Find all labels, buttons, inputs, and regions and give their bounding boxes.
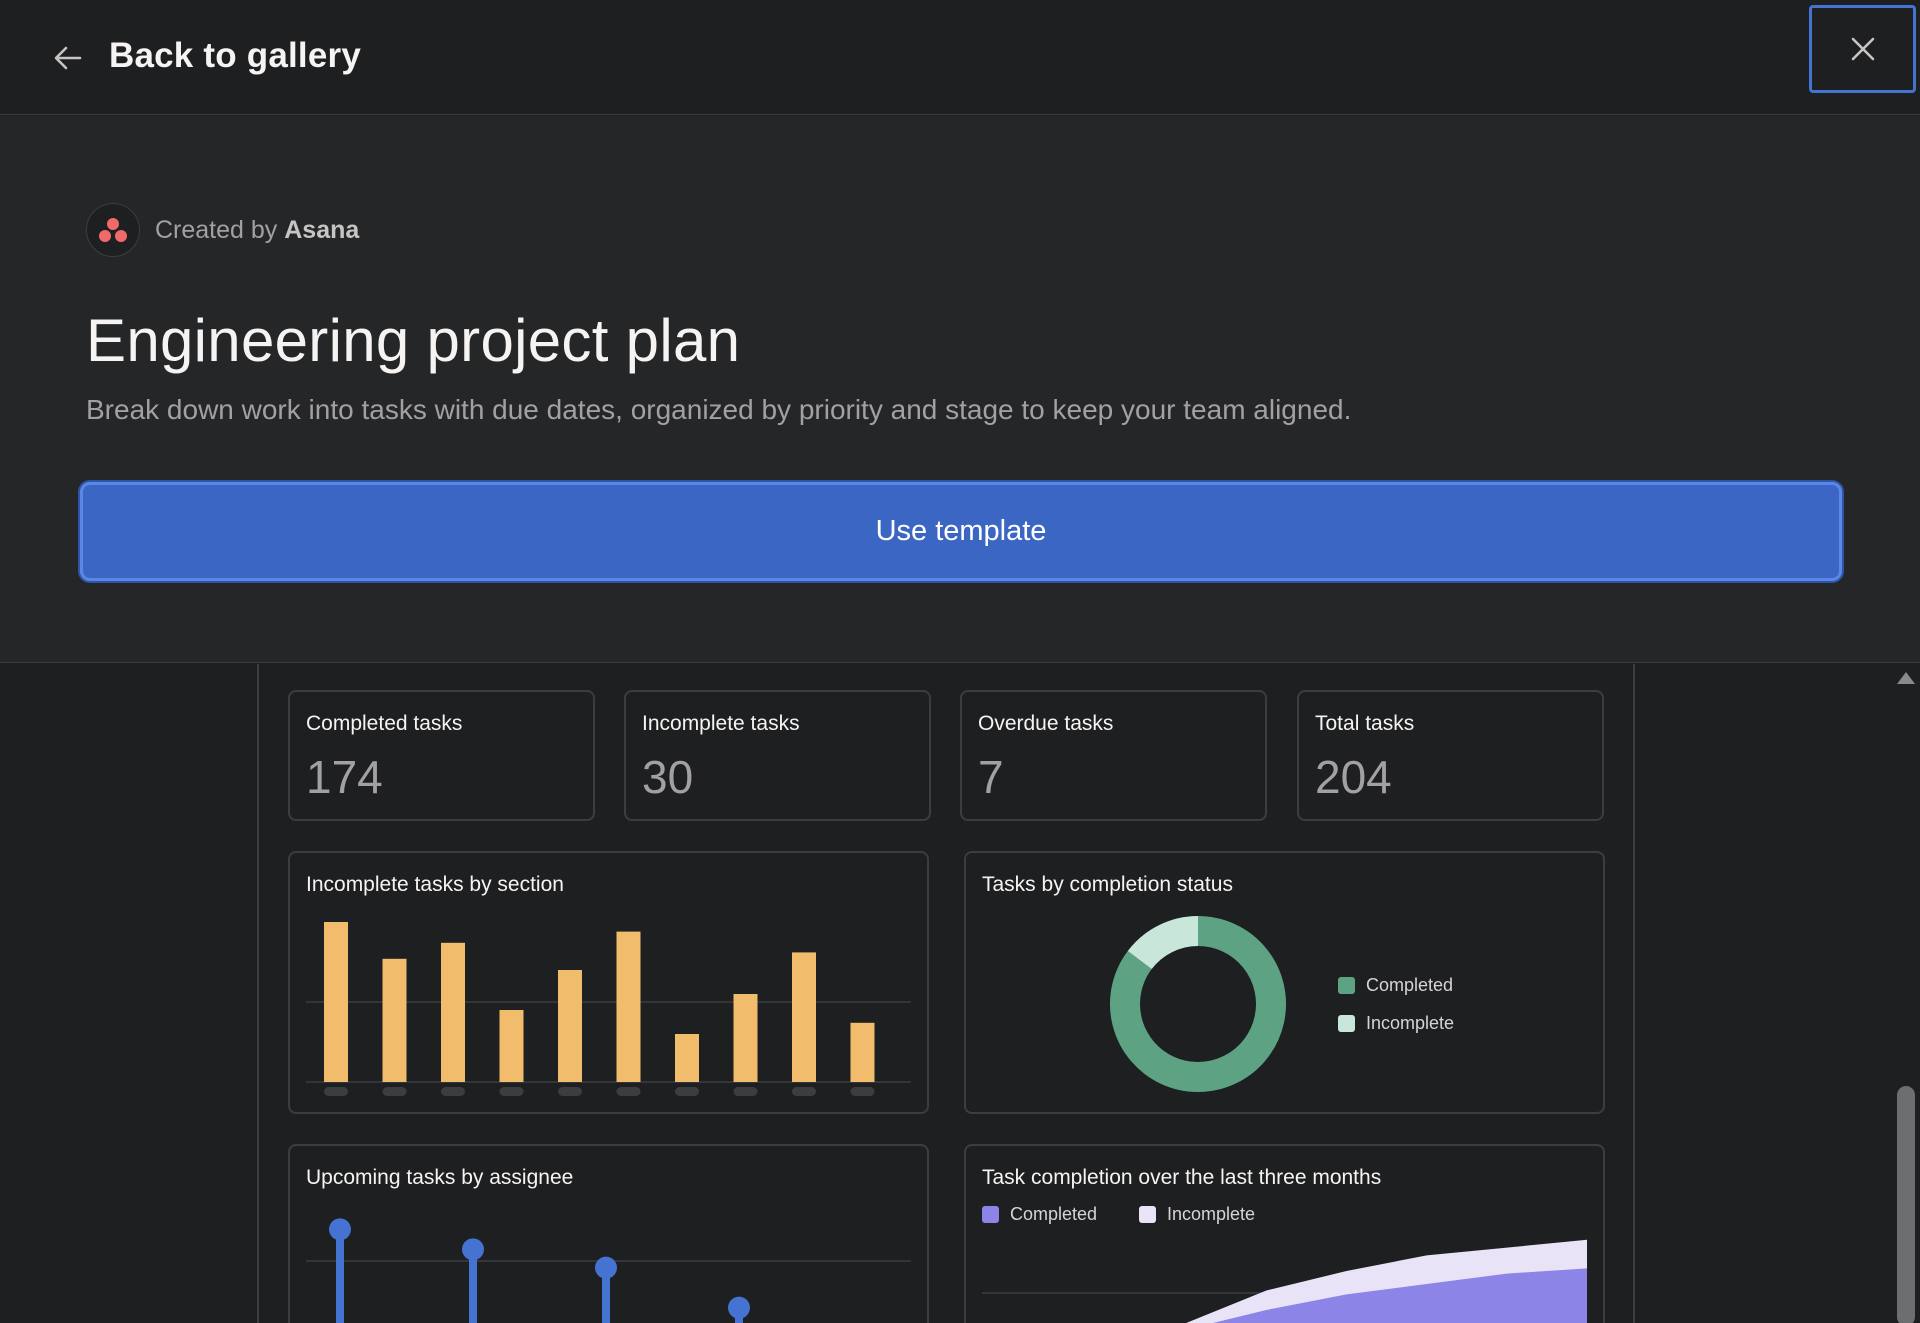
bar (850, 1022, 875, 1082)
scroll-up-arrow-icon[interactable] (1897, 672, 1915, 684)
use-template-button[interactable]: Use template (80, 482, 1842, 581)
stat-card-completed: Completed tasks 174 (288, 690, 595, 821)
creator-prefix: Created by (155, 215, 278, 244)
donut-slice (1127, 916, 1199, 970)
legend-label: Completed (1366, 975, 1454, 995)
template-header: Created by Asana Engineering project pla… (0, 116, 1920, 663)
stat-card-overdue: Overdue tasks 7 (960, 690, 1267, 821)
lollipop-point (595, 1256, 617, 1279)
bar (558, 970, 582, 1082)
back-to-gallery-link[interactable]: Back to gallery (109, 36, 361, 75)
legend-swatch (982, 1206, 999, 1223)
chart-card-completion-over-time: Task completion over the last three mont… (964, 1144, 1605, 1323)
bar-chart (306, 922, 911, 1096)
x-tick-label-placeholder (616, 1087, 641, 1096)
x-tick-label-placeholder (382, 1087, 407, 1096)
legend-label: Incomplete (1366, 1013, 1455, 1033)
top-bar: Back to gallery (0, 0, 1920, 115)
scrollbar-thumb[interactable] (1897, 1086, 1915, 1323)
bar (499, 1010, 524, 1082)
bar (324, 922, 348, 1082)
stat-card-incomplete: Incomplete tasks 30 (624, 690, 931, 821)
stat-value: 174 (306, 751, 383, 803)
page-description: Break down work into tasks with due date… (86, 394, 1352, 425)
bar (382, 958, 407, 1082)
close-icon (1851, 37, 1874, 61)
lollipop-point (728, 1296, 750, 1319)
donut-slice (1110, 916, 1286, 1092)
legend-label: Completed (1010, 1204, 1098, 1224)
legend-item-incomplete: Incomplete (1338, 1013, 1454, 1034)
creator-info: Created by Asana (86, 202, 359, 258)
x-tick-label-placeholder (792, 1087, 816, 1096)
chart-card-incomplete-by-section: Incomplete tasks by section (288, 851, 929, 1114)
area-series-completed (1212, 1268, 1587, 1323)
stat-label: Completed tasks (306, 712, 463, 735)
chart-title: Task completion over the last three mont… (982, 1166, 1382, 1189)
x-tick-label-placeholder (733, 1087, 758, 1096)
chart-title: Upcoming tasks by assignee (306, 1166, 574, 1189)
donut-chart (1110, 916, 1286, 1092)
bar (733, 994, 758, 1082)
chart-card-completion-status: Tasks by completion status Completed Inc… (964, 851, 1605, 1114)
x-tick-label-placeholder (675, 1087, 699, 1096)
stat-label: Total tasks (1315, 712, 1415, 735)
legend-swatch (1338, 977, 1355, 994)
preview-scrollbar[interactable] (1892, 664, 1920, 1323)
bar (616, 931, 641, 1082)
stat-value: 204 (1315, 751, 1392, 803)
chart-title: Tasks by completion status (982, 873, 1233, 896)
creator-text: Created by Asana (155, 216, 359, 245)
bar (675, 1034, 699, 1082)
lollipop-point (329, 1218, 351, 1241)
legend-label: Incomplete (1167, 1204, 1256, 1224)
x-tick-label-placeholder (324, 1087, 348, 1096)
stat-value: 30 (642, 751, 694, 803)
legend-swatch (1139, 1206, 1156, 1223)
dashboard-preview: Completed tasks 174 Incomplete tasks 30 … (257, 664, 1635, 1323)
legend-item-completed: Completed (982, 1204, 1097, 1225)
chart-title: Incomplete tasks by section (306, 873, 564, 896)
asana-logo (86, 203, 140, 257)
creator-name: Asana (284, 215, 360, 244)
legend-item-completed: Completed (1338, 975, 1453, 996)
x-tick-label-placeholder (850, 1087, 875, 1096)
arrow-left-icon[interactable] (52, 42, 84, 74)
lollipop-point (462, 1238, 484, 1261)
x-tick-label-placeholder (441, 1087, 465, 1096)
stat-label: Incomplete tasks (642, 712, 800, 735)
bar (441, 942, 465, 1082)
x-tick-label-placeholder (499, 1087, 524, 1096)
area-chart (982, 1239, 1587, 1323)
chart-card-upcoming-by-assignee: Upcoming tasks by assignee (288, 1144, 929, 1323)
stat-label: Overdue tasks (978, 712, 1114, 735)
template-preview: Completed tasks 174 Incomplete tasks 30 … (0, 664, 1920, 1323)
lollipop-chart (306, 1218, 911, 1323)
legend-swatch (1338, 1015, 1355, 1032)
stat-card-total: Total tasks 204 (1297, 690, 1604, 821)
bar (792, 952, 816, 1082)
close-button[interactable] (1809, 5, 1916, 93)
stat-value: 7 (978, 751, 1004, 803)
legend-item-incomplete: Incomplete (1139, 1204, 1255, 1225)
page-title: Engineering project plan (86, 307, 741, 374)
x-tick-label-placeholder (558, 1087, 582, 1096)
